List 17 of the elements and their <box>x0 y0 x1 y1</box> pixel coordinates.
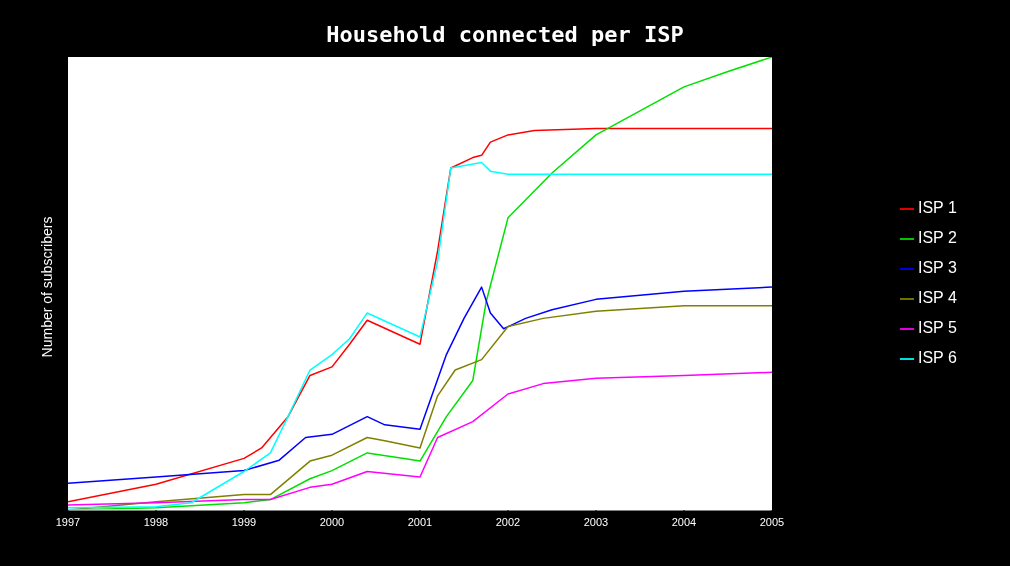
x-tick-label: 1997 <box>55 515 81 528</box>
x-tick-label: 2005 <box>759 515 785 528</box>
x-tick-label: 2002 <box>495 515 521 528</box>
legend-label: ISP 5 <box>918 319 957 336</box>
legend-label: ISP 6 <box>918 349 957 366</box>
legend-label: ISP 4 <box>918 289 957 306</box>
y-axis-title: Number of subscribers <box>39 216 55 358</box>
x-tick-label: 1999 <box>231 515 257 528</box>
x-tick-label: 2000 <box>319 515 345 528</box>
chart-title: Household connected per ISP <box>325 22 685 47</box>
x-tick-label: 2001 <box>407 515 433 528</box>
legend-label: ISP 3 <box>918 259 957 276</box>
x-tick-label: 2004 <box>671 515 697 528</box>
x-tick-label: 2003 <box>583 515 609 528</box>
legend-label: ISP 2 <box>918 229 957 246</box>
legend-label: ISP 1 <box>918 199 957 216</box>
x-tick-label: 1998 <box>143 515 169 528</box>
